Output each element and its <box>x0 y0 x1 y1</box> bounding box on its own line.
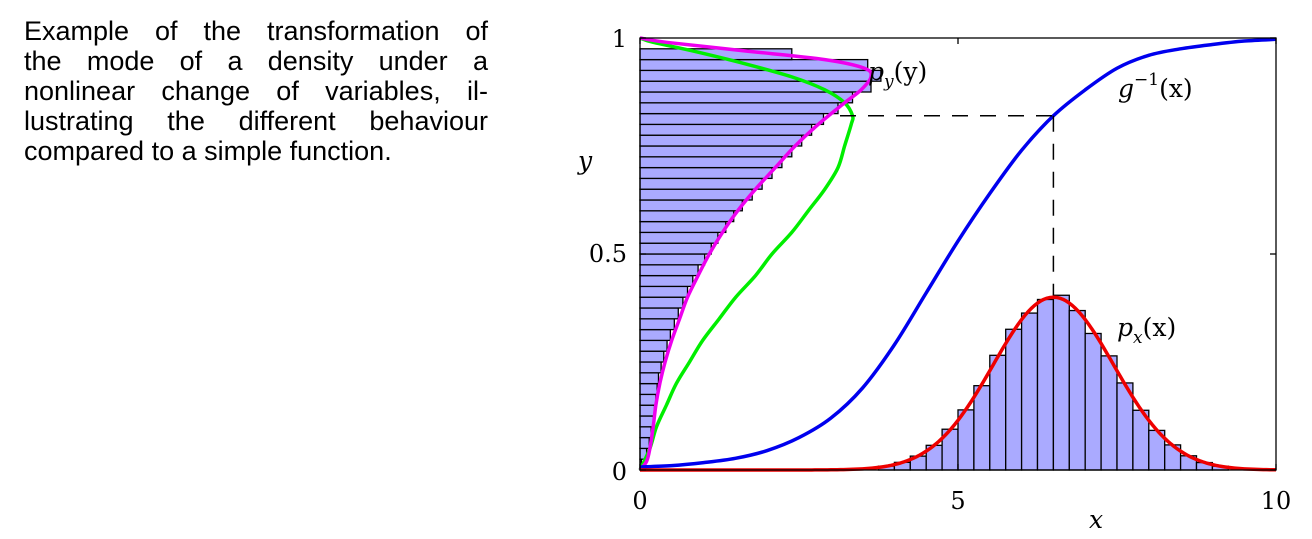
svg-text:py(y): py(y) <box>868 57 927 92</box>
histogram-x-bar <box>1084 332 1102 471</box>
histogram-y-bar <box>639 134 803 147</box>
p-y-curve <box>638 36 874 472</box>
label-main: p <box>1117 313 1133 342</box>
histogram-y-bar <box>639 112 825 126</box>
label-arg: (x) <box>1159 74 1193 103</box>
label-sub: x <box>1133 328 1143 348</box>
histogram-y-bar <box>639 285 689 298</box>
histogram-y-bar <box>639 145 793 158</box>
histogram-y-bar <box>639 426 652 439</box>
x-tick-label: 5 <box>950 487 965 515</box>
histogram-x-bar <box>973 385 991 471</box>
axes <box>639 37 1277 471</box>
histogram-y-bar <box>639 328 672 342</box>
label-arg: (x) <box>1143 313 1177 342</box>
svg-text:px(x): px(x) <box>1117 313 1176 348</box>
histogram-y-bar <box>639 253 706 266</box>
label-main: g <box>1118 74 1134 103</box>
y-tick-label: 1 <box>612 25 627 53</box>
histogram-y-bar <box>639 69 882 82</box>
label-main: p <box>868 57 884 86</box>
x-axis-label: x <box>1089 505 1103 534</box>
histogram-y-bar <box>639 274 694 288</box>
histogram-y-bar <box>639 199 743 212</box>
x-tick-label: 10 <box>1261 487 1292 515</box>
histogram-y-bar <box>639 102 839 115</box>
g-inverse-curve <box>639 37 1277 469</box>
label-g-inverse: g−1(x) <box>1118 70 1193 103</box>
histogram-y-bar <box>639 307 679 320</box>
histogram-y-bar <box>639 123 813 136</box>
histogram-y-bar <box>639 242 712 255</box>
caption-line: compared to a simple function. <box>24 136 392 166</box>
histogram-y-bar <box>639 177 763 190</box>
label-p-x: px(x) <box>1117 313 1176 348</box>
figure-caption: Example of the transformation of the mod… <box>24 16 488 166</box>
histogram-y-bar <box>639 404 656 417</box>
histogram-y-bar <box>639 393 657 406</box>
histogram-x-bar <box>1020 312 1039 471</box>
histogram-x-bar <box>1052 294 1070 471</box>
svg-text:g−1(x): g−1(x) <box>1118 70 1193 103</box>
label-arg: (y) <box>894 57 928 86</box>
histogram-y-bar <box>639 372 660 385</box>
histogram-y-bar <box>639 339 668 352</box>
histogram-y-bar <box>639 220 727 234</box>
histogram-y-bar <box>639 350 665 363</box>
histogram-y-bar <box>639 210 735 223</box>
y-tick-label: 0 <box>612 458 627 486</box>
histogram-y-bar <box>639 231 719 244</box>
naive-density-curve <box>638 36 855 471</box>
histogram-x-bar <box>989 354 1007 471</box>
histogram-y-bar <box>639 264 699 277</box>
caption-line: the mode of a density under a <box>24 46 488 76</box>
histogram-x-bar <box>1068 309 1086 471</box>
y-axis-label: y <box>577 146 593 175</box>
label-p-y: py(y) <box>868 57 927 92</box>
histogram-y-bar <box>639 436 650 450</box>
histogram-x-bar <box>1100 355 1118 471</box>
histogram-x-bar <box>1036 298 1055 471</box>
histogram-y-bar <box>639 415 654 428</box>
caption-line: lustrating the different behaviour <box>24 106 488 136</box>
caption-line: nonlinear change of variables, il- <box>24 76 488 106</box>
histogram-y-bar <box>639 80 872 93</box>
histogram-y-bar <box>639 318 675 331</box>
x-tick-label: 0 <box>632 487 647 515</box>
histogram-y-bar <box>639 166 773 180</box>
histogram-y-bar <box>639 188 753 201</box>
histogram-y-bar <box>639 156 783 169</box>
caption-line: Example of the transformation of <box>24 16 488 46</box>
label-sup: −1 <box>1134 70 1159 90</box>
histogram-y-bar <box>639 91 854 104</box>
histogram-x-bar <box>1005 328 1023 471</box>
histogram-y-bar <box>639 361 662 374</box>
histogram-y-bar <box>639 296 684 309</box>
y-tick-label: 0.5 <box>589 240 627 268</box>
histogram-y-bar <box>639 382 658 396</box>
dashed-guides <box>840 115 1055 296</box>
label-sub: y <box>883 72 894 92</box>
